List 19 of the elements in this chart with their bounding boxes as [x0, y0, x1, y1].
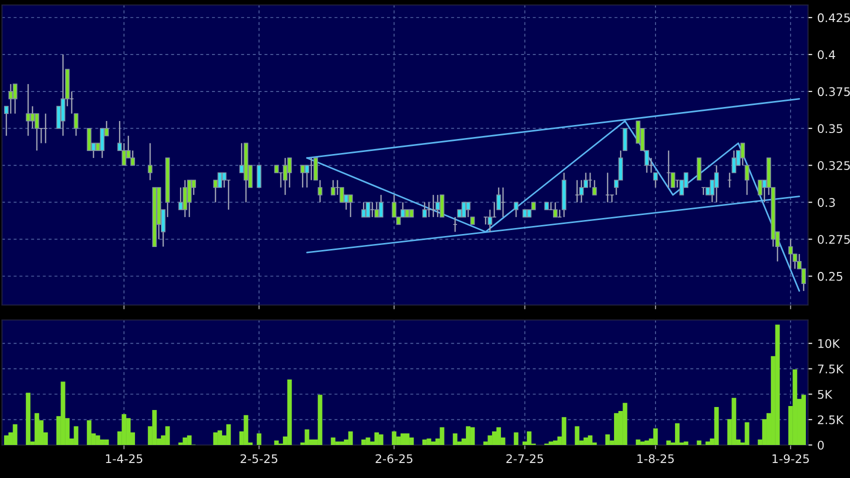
y-tick-label: 0.325 [818, 161, 850, 170]
y-tick-label: 0.375 [818, 87, 850, 96]
x-tick-label: 1-9-25 [772, 454, 809, 464]
x-tick-label: 2-6-25 [376, 454, 412, 464]
y-tick-label: 0.4 [818, 50, 836, 60]
y-tick-label: 5K [818, 390, 833, 399]
y-tick-label: 0.35 [818, 124, 842, 134]
x-tick-label: 2-7-25 [506, 454, 544, 464]
y-tick-label: 0.275 [818, 234, 850, 244]
y-tick-label: 0 [818, 440, 824, 450]
y-tick-label: 0.25 [818, 272, 842, 281]
x-tick-label: 1-8-25 [638, 454, 674, 464]
y-tick-label: 2.5K [818, 415, 844, 424]
y-tick-label: 0.3 [818, 198, 835, 207]
y-tick-label: 10K [818, 339, 840, 348]
y-tick-label: 0.425 [818, 13, 850, 22]
x-tick-label: 2-5-25 [240, 454, 278, 464]
x-tick-label: 1-4-25 [106, 454, 142, 464]
y-tick-label: 7.5K [818, 364, 844, 374]
